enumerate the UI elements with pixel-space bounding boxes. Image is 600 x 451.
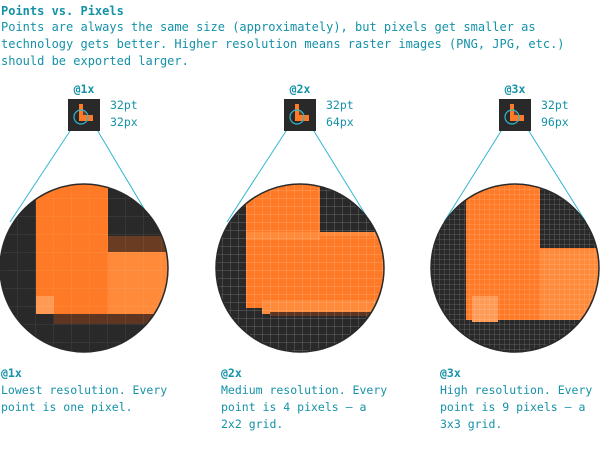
dimensions-3x: 32pt 96px [541,97,569,131]
description-heading-2x: @2x [221,366,242,380]
points-value-1x: 32pt [110,98,138,112]
dimensions-1x: 32pt 32px [110,97,138,131]
magnified-1x [0,184,168,352]
description-1x: @1x Lowest resolution. Every point is on… [1,365,171,416]
dimensions-2x: 32pt 64px [326,97,354,131]
description-heading-1x: @1x [1,366,22,380]
scale-label-2x: @2x [289,82,311,96]
app-icon-1x [68,99,100,131]
points-value-2x: 32pt [326,98,354,112]
description-2x: @2x Medium resolution. Every point is 4 … [221,365,391,433]
description-text-1x: Lowest resolution. Every point is one pi… [1,383,168,414]
zoom-connector-lines [9,127,587,223]
pixels-value-2x: 64px [326,115,354,129]
app-icon-3x [499,99,531,131]
points-value-3x: 32pt [541,98,569,112]
intro-text: Points are always the same size (approxi… [1,20,565,68]
page-title: Points vs. Pixels [1,4,124,18]
magnified-2x [216,184,384,352]
pixels-value-1x: 32px [110,115,138,129]
description-text-2x: Medium resolution. Every point is 4 pixe… [221,383,388,431]
scale-label-1x: @1x [73,82,95,96]
description-text-3x: High resolution. Every point is 9 pixels… [440,383,593,431]
app-icon-2x [284,99,316,131]
scale-label-3x: @3x [504,82,526,96]
magnified-3x [431,184,599,352]
pixels-value-3x: 96px [541,115,569,129]
description-heading-3x: @3x [440,366,461,380]
description-3x: @3x High resolution. Every point is 9 pi… [440,365,600,433]
